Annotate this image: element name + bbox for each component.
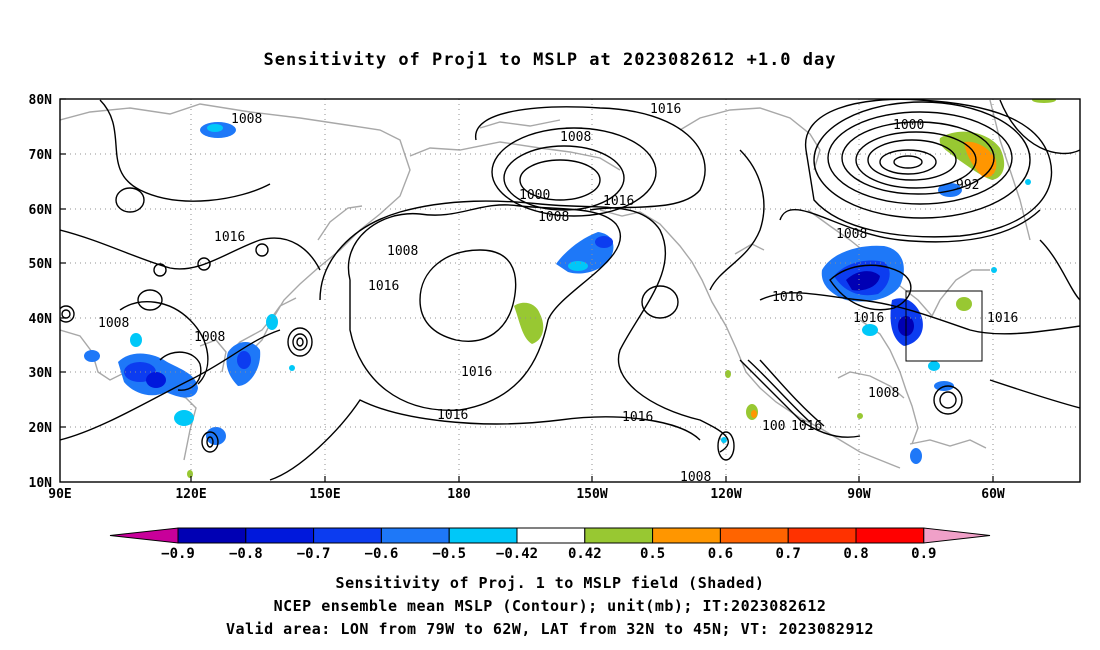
y-tick-label: 50N xyxy=(29,257,53,272)
contour-label: 1016 xyxy=(987,311,1018,326)
x-tick-label: 120E xyxy=(175,487,206,502)
colorbar-label: 0.7 xyxy=(776,546,801,562)
colorbar-label: 0.9 xyxy=(911,546,936,562)
contour-label: 1008 xyxy=(194,330,225,345)
colorbar-label: −0.8 xyxy=(229,546,263,562)
x-axis-labels: 90E 120E 150E 180 150W 120W 90W 60W xyxy=(48,487,1005,502)
contour-label: 992 xyxy=(956,178,979,193)
colorbar-left-arrow xyxy=(109,527,179,544)
contour-label: 1008 xyxy=(836,227,867,242)
colorbar-label: −0.5 xyxy=(432,546,466,562)
contour-label: 1016 xyxy=(650,102,681,117)
contour-label: 1000 xyxy=(893,118,924,133)
colorbar-swatch xyxy=(380,527,450,544)
contour-label: 1016 xyxy=(214,230,245,245)
y-axis-labels: 80N 70N 60N 50N 40N 30N 20N 10N xyxy=(29,93,53,491)
colorbar-label: −0.7 xyxy=(297,546,331,562)
contour-label: 1016 xyxy=(437,408,468,423)
colorbar-label: 0.8 xyxy=(843,546,868,562)
contour-label: 1008 xyxy=(680,470,711,485)
gridlines xyxy=(60,99,1080,482)
colorbar-label: −0.6 xyxy=(365,546,399,562)
colorbar-swatch xyxy=(516,527,586,544)
colorbar-swatch xyxy=(313,527,382,544)
x-tick-label: 180 xyxy=(447,487,471,502)
y-tick-label: 10N xyxy=(29,476,53,491)
contour-label: 1016 xyxy=(603,194,634,209)
caption-line-3: Valid area: LON from 79W to 62W, LAT fro… xyxy=(225,620,875,638)
colorbar-swatch xyxy=(448,527,518,544)
map-frame xyxy=(59,98,1081,483)
contour-label: 1016 xyxy=(368,279,399,294)
y-tick-label: 20N xyxy=(29,421,53,436)
colorbar-swatch xyxy=(855,527,925,544)
contour-label: 1016 xyxy=(791,419,822,434)
colorbar xyxy=(109,527,991,544)
colorbar-swatch xyxy=(584,527,654,544)
colorbar-swatch xyxy=(787,527,857,544)
colorbar-swatch xyxy=(652,527,721,544)
x-tick-label: 150W xyxy=(576,487,607,502)
sensitivity-shading xyxy=(84,99,1056,478)
x-tick-label: 60W xyxy=(981,487,1005,502)
contour-label: 1008 xyxy=(560,130,591,145)
y-tick-label: 40N xyxy=(29,312,53,327)
colorbar-right-arrow xyxy=(923,527,991,544)
contour-label: 1008 xyxy=(98,316,129,331)
contour-label: 1016 xyxy=(461,365,492,380)
x-tick-label: 90E xyxy=(48,487,71,502)
colorbar-label: −0.9 xyxy=(161,546,195,562)
colorbar-label: 0.5 xyxy=(640,546,665,562)
x-tick-label: 150E xyxy=(309,487,340,502)
colorbar-labels: −0.9 −0.8 −0.7 −0.6 −0.5 −0.42 0.42 0.5 0.6 0.7 0.… xyxy=(161,546,936,562)
contour-label: 1008 xyxy=(538,210,569,225)
colorbar-swatch xyxy=(719,527,789,544)
colorbar-label: −0.42 xyxy=(496,546,538,562)
tick-marks xyxy=(60,98,994,482)
contour-label: 1016 xyxy=(622,410,653,425)
colorbar-label: 0.6 xyxy=(708,546,733,562)
contour-label: 1000 xyxy=(519,188,550,203)
colorbar-label: 0.42 xyxy=(568,546,602,562)
contour-label: 1008 xyxy=(868,386,899,401)
x-tick-label: 90W xyxy=(847,487,871,502)
contour-label: 1008 xyxy=(231,112,262,127)
contour-label: 1008 xyxy=(387,244,418,259)
valid-area-box xyxy=(905,290,983,362)
contour-label: 100 xyxy=(762,419,785,434)
contour-label: 1016 xyxy=(772,290,803,305)
caption-line-2: NCEP ensemble mean MSLP (Contour); unit(… xyxy=(273,597,827,615)
mslp-contours xyxy=(60,99,1080,481)
caption-line-1: Sensitivity of Proj. 1 to MSLP field (Sh… xyxy=(335,574,765,592)
y-tick-label: 60N xyxy=(29,203,53,218)
y-tick-label: 70N xyxy=(29,148,53,163)
colorbar-swatch xyxy=(177,527,247,544)
y-tick-label: 80N xyxy=(29,93,53,108)
contour-label: 1016 xyxy=(853,311,884,326)
contour-labels: 1008 1016 1008 1000 1008 1016 1016 1008 … xyxy=(98,102,1018,485)
chart-title: Sensitivity of Proj1 to MSLP at 20230826… xyxy=(263,50,837,70)
y-tick-label: 30N xyxy=(29,366,53,381)
x-tick-label: 120W xyxy=(710,487,741,502)
colorbar-swatch xyxy=(245,527,315,544)
